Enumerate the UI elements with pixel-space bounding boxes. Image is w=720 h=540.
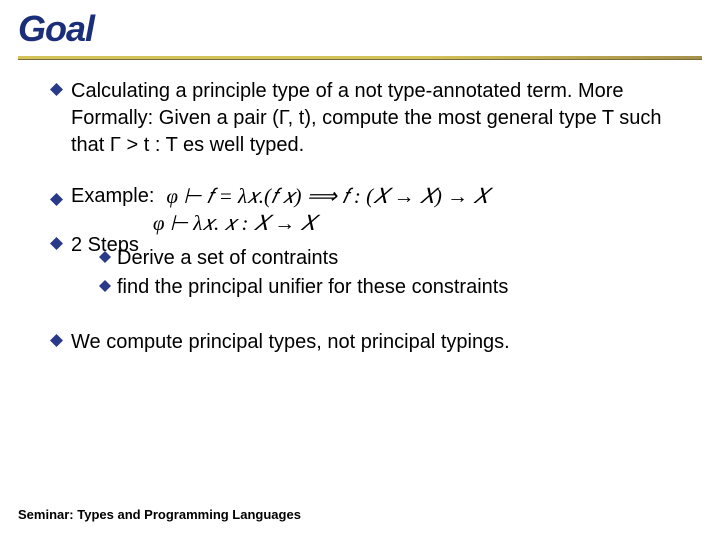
content-area: Calculating a principle type of a not ty… (0, 60, 720, 356)
bullet-3-body: 2 Steps φ ⊢ λ𝑥. 𝑥 : 𝑋 → 𝑋 Derive a set o… (71, 232, 508, 303)
footer-text: Seminar: Types and Programming Languages (18, 507, 301, 522)
slide-title: Goal (18, 8, 702, 50)
diamond-icon (50, 237, 63, 250)
sub-text-2: find the principal unifier for these con… (117, 274, 508, 301)
diamond-icon (50, 334, 63, 347)
sub-text-1: Derive a set of contraints (117, 245, 338, 272)
bullet-item-1: Calculating a principle type of a not ty… (50, 78, 680, 159)
sub-bullets: Derive a set of contraints find the prin… (99, 245, 508, 301)
bullet-item-3: 2 Steps φ ⊢ λ𝑥. 𝑥 : 𝑋 → 𝑋 Derive a set o… (50, 232, 680, 303)
steps-pre-formula: φ ⊢ λ𝑥. 𝑥 : 𝑋 → 𝑋 (153, 211, 316, 236)
bullet-item-2: Example: φ ⊢ 𝑓 = λ𝑥.(𝑓 𝑥) ⟹ 𝑓 : (𝑋 → 𝑋) … (50, 183, 680, 210)
diamond-icon (50, 193, 63, 206)
title-area: Goal (0, 0, 720, 60)
bullet-item-4: We compute principal types, not principa… (50, 329, 680, 356)
sub-bullet-2: find the principal unifier for these con… (99, 274, 508, 301)
example-formula: φ ⊢ 𝑓 = λ𝑥.(𝑓 𝑥) ⟹ 𝑓 : (𝑋 → 𝑋) → 𝑋 (166, 184, 488, 209)
bullet-text-2-label: Example: (71, 183, 154, 210)
bullet-text-1: Calculating a principle type of a not ty… (71, 78, 680, 159)
diamond-icon (50, 83, 63, 96)
bullet-text-3-label: 2 Steps (71, 232, 139, 259)
bullet-text-4: We compute principal types, not principa… (71, 329, 510, 356)
diamond-icon (99, 279, 111, 291)
sub-bullet-1: Derive a set of contraints (99, 245, 508, 272)
